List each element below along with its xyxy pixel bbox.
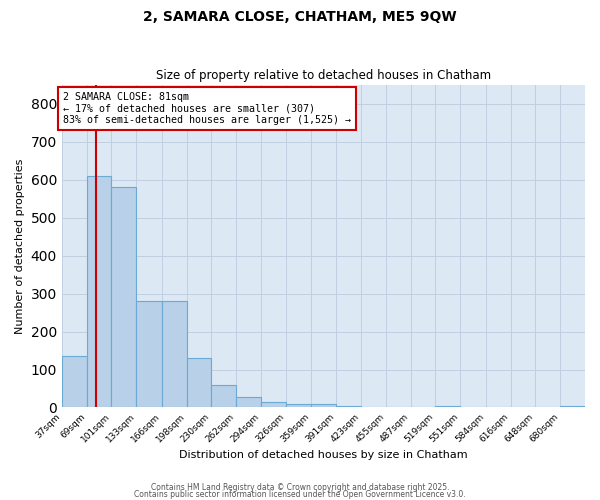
Text: Contains HM Land Registry data © Crown copyright and database right 2025.: Contains HM Land Registry data © Crown c… xyxy=(151,484,449,492)
Bar xyxy=(136,301,162,408)
Text: Contains public sector information licensed under the Open Government Licence v3: Contains public sector information licen… xyxy=(134,490,466,499)
Bar xyxy=(286,404,311,407)
Bar xyxy=(187,358,211,408)
Bar xyxy=(112,187,136,408)
Bar xyxy=(261,402,286,407)
Bar xyxy=(311,404,336,407)
Text: 2 SAMARA CLOSE: 81sqm
← 17% of detached houses are smaller (307)
83% of semi-det: 2 SAMARA CLOSE: 81sqm ← 17% of detached … xyxy=(64,92,352,126)
Bar xyxy=(236,397,261,407)
Text: 2, SAMARA CLOSE, CHATHAM, ME5 9QW: 2, SAMARA CLOSE, CHATHAM, ME5 9QW xyxy=(143,10,457,24)
Bar xyxy=(86,176,112,408)
Bar xyxy=(560,406,585,407)
Bar xyxy=(336,406,361,407)
Bar xyxy=(436,406,460,407)
Y-axis label: Number of detached properties: Number of detached properties xyxy=(15,158,25,334)
Bar xyxy=(162,301,187,408)
Title: Size of property relative to detached houses in Chatham: Size of property relative to detached ho… xyxy=(156,69,491,82)
Bar xyxy=(211,384,236,407)
X-axis label: Distribution of detached houses by size in Chatham: Distribution of detached houses by size … xyxy=(179,450,468,460)
Bar xyxy=(62,356,86,408)
